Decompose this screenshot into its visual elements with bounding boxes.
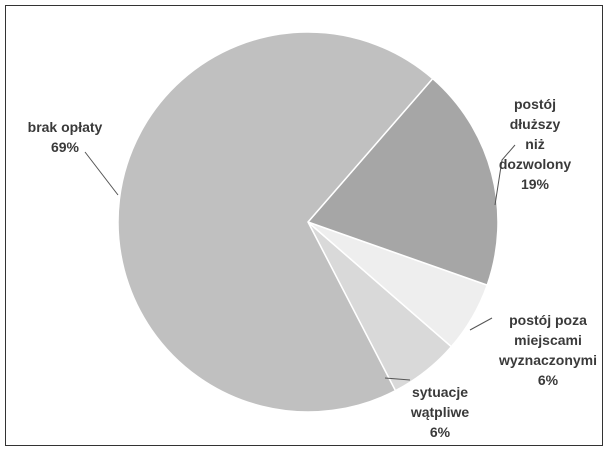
category-label: sytuacje wątpliwe [410, 384, 470, 420]
leader-line [469, 317, 493, 331]
slice-label: postój poza miejscami wyznaczonymi 6% [499, 310, 597, 390]
pie-slice [306, 77, 499, 287]
slice-label: brak opłaty 69% [28, 117, 103, 157]
value-label: 69% [50, 139, 80, 155]
leader-line [494, 144, 516, 206]
value-label: 6% [429, 424, 451, 440]
leader-line [384, 377, 411, 381]
category-label: postój poza miejscami wyznaczonymi [498, 312, 598, 368]
pie-slice [117, 31, 434, 413]
leader-line [84, 151, 119, 196]
slice-label: postój dłuższy niż dozwolony 19% [498, 94, 573, 194]
chart-frame [5, 5, 603, 446]
category-label: postój dłuższy niż dozwolony [498, 96, 572, 172]
value-label: 6% [537, 372, 559, 388]
category-label: brak opłaty [27, 119, 103, 135]
slice-label: sytuacje wątpliwe 6% [411, 382, 469, 442]
value-label: 19% [520, 176, 550, 192]
